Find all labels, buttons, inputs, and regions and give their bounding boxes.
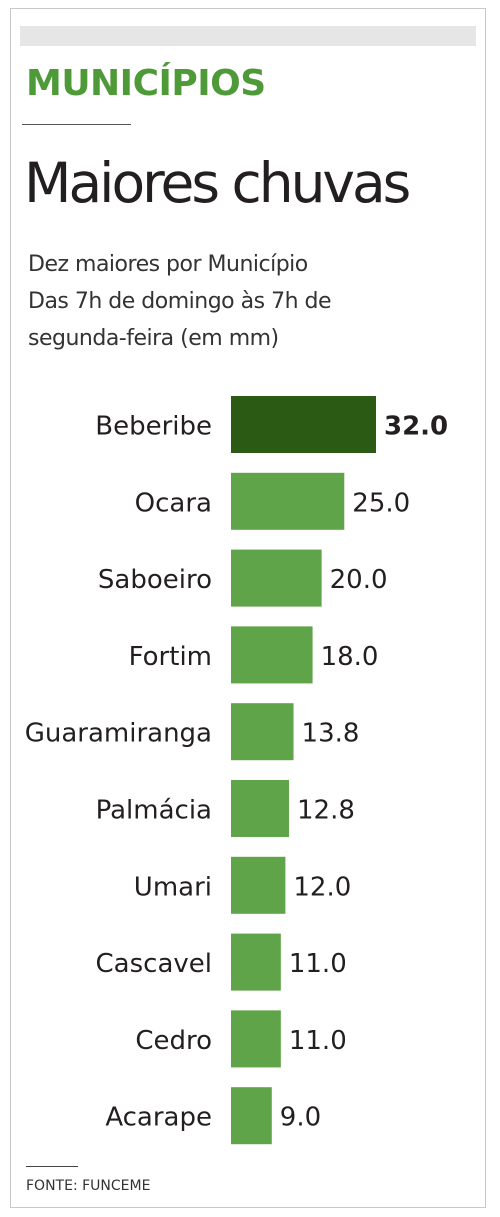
category-label: Cedro — [135, 1026, 212, 1056]
section-label: MUNICÍPIOS — [26, 63, 266, 104]
bar — [231, 396, 376, 453]
bar — [231, 549, 322, 607]
category-label: Acarape — [105, 1103, 212, 1133]
section-divider — [22, 124, 131, 125]
chart-subtitle: Dez maiores por Município Das 7h de domi… — [28, 246, 488, 357]
source-divider — [26, 1166, 78, 1167]
source-note: FONTE: FUNCEME — [26, 1178, 151, 1194]
category-label: Beberibe — [95, 412, 212, 442]
chart-title: Maiores chuvas — [24, 151, 411, 215]
bar-chart: Beberibe 32.0 Ocara 25.0 Saboeiro 20.0 Fortim 1… — [25, 396, 448, 1145]
bar — [231, 933, 281, 991]
bar — [231, 856, 286, 914]
value-label: 12.8 — [297, 796, 355, 826]
category-label: Palmácia — [96, 796, 212, 826]
bar — [231, 1010, 281, 1068]
category-label: Fortim — [129, 642, 212, 672]
value-label: 18.0 — [321, 642, 379, 672]
value-label: 11.0 — [289, 1026, 347, 1056]
category-label: Cascavel — [96, 949, 212, 979]
bar — [231, 1087, 272, 1145]
value-label: 20.0 — [330, 565, 388, 595]
category-label: Ocara — [135, 488, 212, 518]
subtitle-line: segunda-feira (em mm) — [28, 326, 279, 351]
value-label: 11.0 — [289, 949, 347, 979]
bar — [231, 780, 289, 837]
infographic-frame — [10, 8, 486, 1208]
subtitle-line: Das 7h de domingo às 7h de — [28, 289, 332, 314]
top-bar — [20, 26, 476, 46]
bar — [231, 626, 313, 684]
category-label: Umari — [134, 872, 212, 902]
value-label: 25.0 — [352, 488, 410, 518]
bar — [231, 703, 294, 761]
value-label: 9.0 — [280, 1103, 321, 1133]
value-label: 32.0 — [384, 412, 448, 442]
value-label: 13.8 — [302, 719, 360, 749]
bar — [231, 472, 345, 530]
category-label: Saboeiro — [98, 565, 212, 595]
subtitle-line: Dez maiores por Município — [28, 252, 308, 277]
category-label: Guaramiranga — [25, 719, 212, 749]
value-label: 12.0 — [293, 872, 351, 902]
